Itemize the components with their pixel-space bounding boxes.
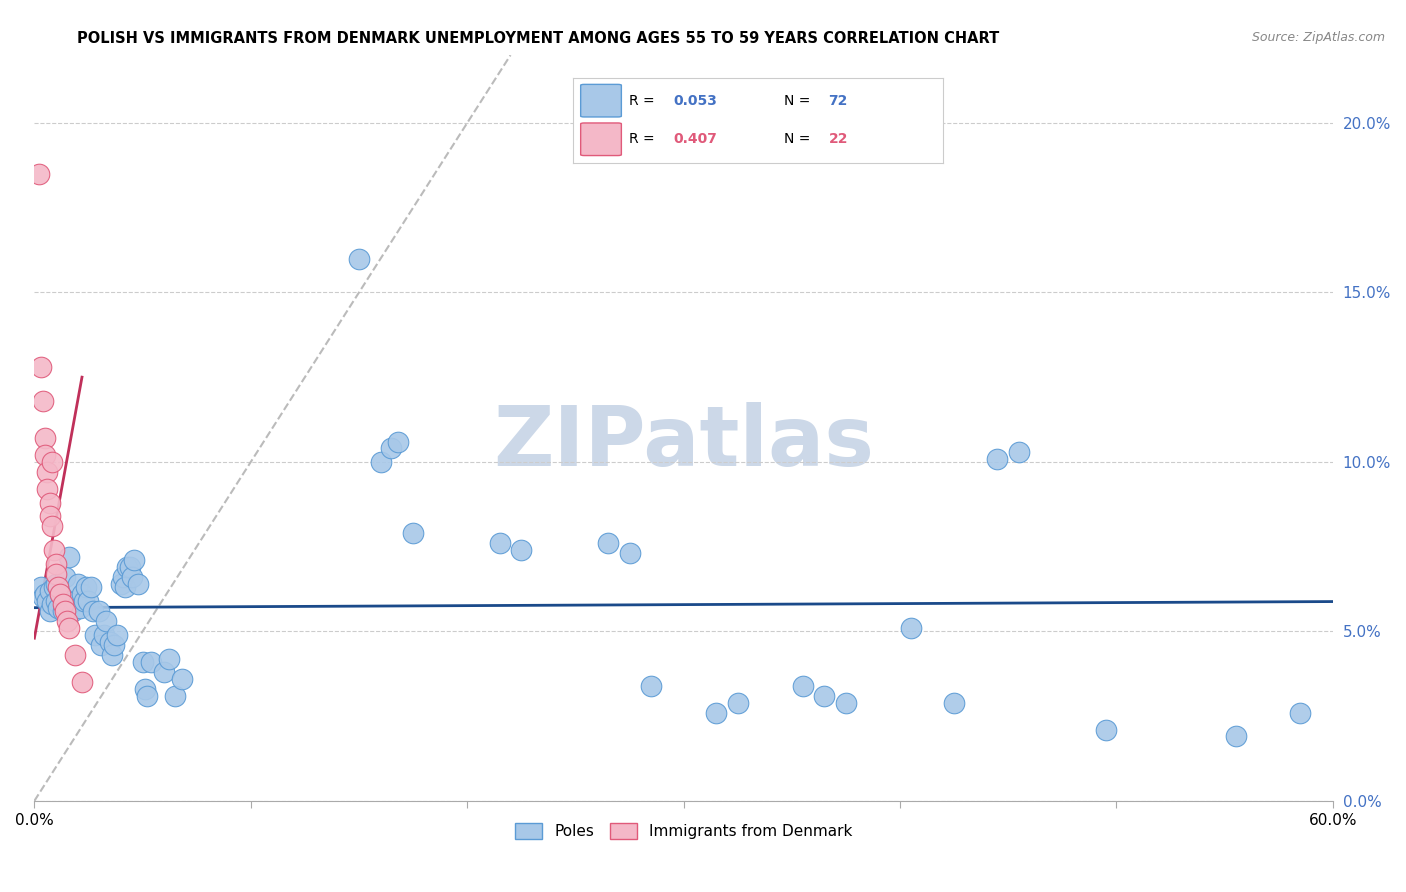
Point xyxy=(114,580,136,594)
Point xyxy=(121,570,143,584)
Point xyxy=(98,634,121,648)
Point xyxy=(89,604,111,618)
Point xyxy=(30,580,52,594)
Point xyxy=(56,614,79,628)
Point xyxy=(112,570,135,584)
Point xyxy=(84,628,107,642)
Point xyxy=(42,543,65,558)
Point xyxy=(66,577,89,591)
Point xyxy=(56,594,79,608)
Point xyxy=(58,621,80,635)
Point xyxy=(45,557,67,571)
Point xyxy=(943,696,966,710)
Point xyxy=(1289,706,1312,720)
Point xyxy=(37,594,59,608)
Point xyxy=(488,536,510,550)
Point xyxy=(37,482,59,496)
Point xyxy=(46,580,69,594)
Point xyxy=(51,604,73,618)
Point xyxy=(510,543,533,558)
Point xyxy=(835,696,858,710)
Point xyxy=(619,546,641,560)
Point xyxy=(131,655,153,669)
Point xyxy=(94,614,117,628)
Point xyxy=(103,638,125,652)
Point xyxy=(134,681,156,696)
Point xyxy=(110,577,132,591)
Point xyxy=(118,560,141,574)
Point xyxy=(49,587,72,601)
Point xyxy=(640,679,662,693)
Point xyxy=(727,696,749,710)
Point xyxy=(165,689,187,703)
Point xyxy=(157,651,180,665)
Point xyxy=(38,509,60,524)
Text: Source: ZipAtlas.com: Source: ZipAtlas.com xyxy=(1251,31,1385,45)
Point xyxy=(51,597,73,611)
Point xyxy=(32,393,55,408)
Point xyxy=(46,600,69,615)
Point xyxy=(347,252,370,266)
Point xyxy=(45,594,67,608)
Point xyxy=(38,495,60,509)
Point xyxy=(596,536,619,550)
Point xyxy=(170,672,193,686)
Point xyxy=(135,689,157,703)
Point xyxy=(105,628,128,642)
Point xyxy=(101,648,124,662)
Point xyxy=(70,587,93,601)
Text: ZIPatlas: ZIPatlas xyxy=(494,402,875,483)
Point xyxy=(82,604,104,618)
Point xyxy=(1008,444,1031,458)
Text: POLISH VS IMMIGRANTS FROM DENMARK UNEMPLOYMENT AMONG AGES 55 TO 59 YEARS CORRELA: POLISH VS IMMIGRANTS FROM DENMARK UNEMPL… xyxy=(77,31,1000,46)
Point xyxy=(34,448,56,462)
Point xyxy=(141,655,163,669)
Point xyxy=(65,594,87,608)
Point xyxy=(41,597,63,611)
Point xyxy=(704,706,727,720)
Point xyxy=(117,560,139,574)
Point xyxy=(387,434,409,449)
Point xyxy=(1094,723,1116,737)
Point xyxy=(380,442,402,456)
Point xyxy=(813,689,835,703)
Point xyxy=(79,580,101,594)
Point xyxy=(73,594,96,608)
Point xyxy=(38,604,60,618)
Point xyxy=(58,549,80,564)
Point xyxy=(34,431,56,445)
Point xyxy=(30,359,52,374)
Point xyxy=(75,580,97,594)
Point xyxy=(70,675,93,690)
Point xyxy=(986,451,1008,466)
Point xyxy=(45,577,67,591)
Point xyxy=(122,553,145,567)
Point xyxy=(53,604,76,618)
Point xyxy=(45,566,67,581)
Point xyxy=(32,591,55,605)
Point xyxy=(1225,730,1247,744)
Legend: Poles, Immigrants from Denmark: Poles, Immigrants from Denmark xyxy=(509,817,859,846)
Point xyxy=(65,648,87,662)
Point xyxy=(69,600,91,615)
Point xyxy=(28,167,51,181)
Point xyxy=(37,465,59,479)
Point xyxy=(53,570,76,584)
Point xyxy=(41,519,63,533)
Point xyxy=(62,604,84,618)
Point xyxy=(41,455,63,469)
Point xyxy=(90,638,112,652)
Point xyxy=(38,583,60,598)
Point xyxy=(792,679,814,693)
Point xyxy=(77,594,100,608)
Point xyxy=(34,587,56,601)
Point xyxy=(127,577,149,591)
Point xyxy=(49,587,72,601)
Point xyxy=(402,526,425,541)
Point xyxy=(370,455,392,469)
Point xyxy=(42,580,65,594)
Point xyxy=(900,621,922,635)
Point xyxy=(153,665,176,679)
Point xyxy=(93,628,115,642)
